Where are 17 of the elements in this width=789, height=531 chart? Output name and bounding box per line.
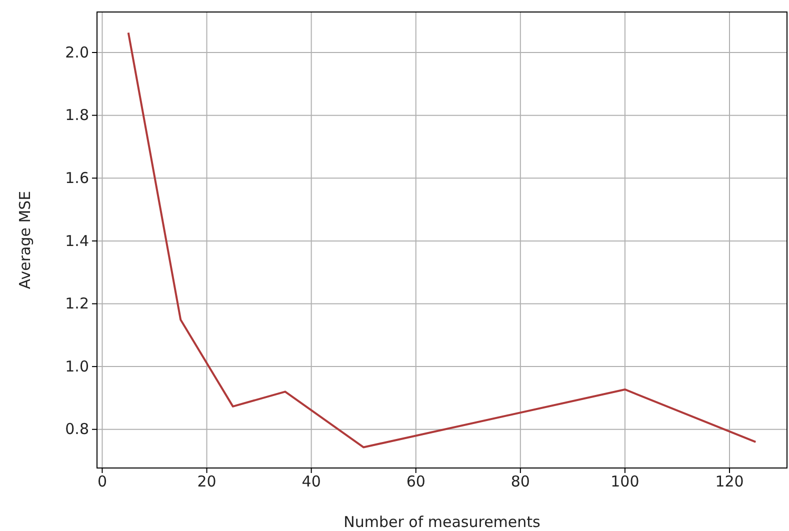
y-axis-title: Average MSE <box>16 190 34 290</box>
y-tick-label: 1.8 <box>65 106 89 124</box>
y-tick-label: 1.0 <box>65 357 89 376</box>
x-tick-label: 120 <box>715 472 744 491</box>
x-tick-label: 40 <box>302 472 321 491</box>
y-tick-label: 0.8 <box>65 420 89 438</box>
y-tick-label: 1.2 <box>65 294 89 313</box>
x-axis-title: Number of measurements <box>344 513 541 531</box>
x-tick-label: 100 <box>610 472 640 491</box>
x-tick-label: 80 <box>510 472 530 491</box>
x-tick-label: 20 <box>197 472 216 491</box>
x-tick-label: 60 <box>406 472 426 491</box>
x-tick-label: 0 <box>97 472 107 491</box>
line-series <box>127 32 757 448</box>
y-tick-label: 1.6 <box>65 168 89 187</box>
y-tick-label: 2.0 <box>65 43 89 62</box>
y-tick-label: 1.4 <box>65 232 89 250</box>
